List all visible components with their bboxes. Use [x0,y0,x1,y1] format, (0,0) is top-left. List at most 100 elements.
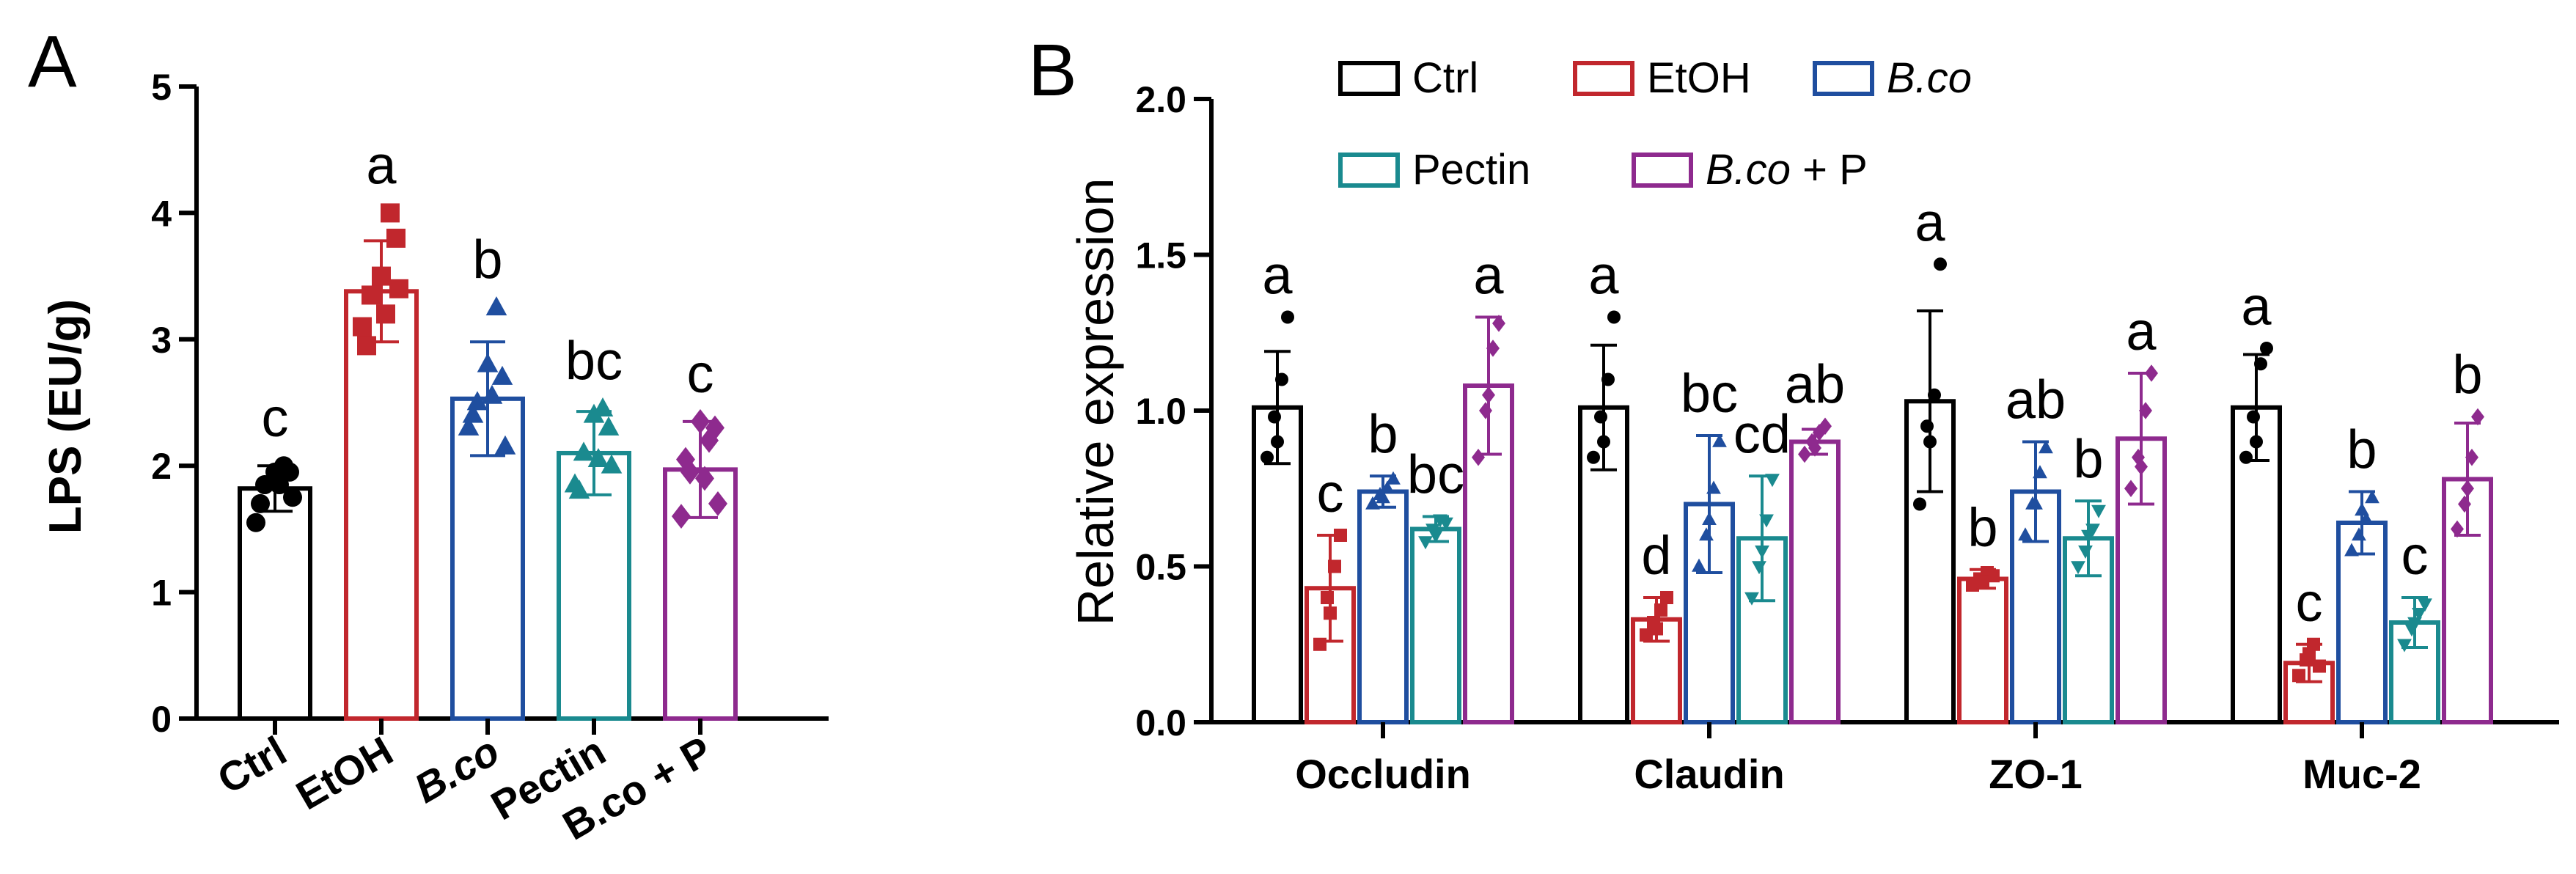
panel-b-significance-label: a [2126,301,2157,361]
panel-b-data-point [2418,598,2432,612]
panel-a-y-axis-title: LPS (EU/g) [40,299,91,534]
panel-a-data-point [255,475,274,495]
panel-a-data-point [357,336,376,356]
panel-b-data-point [2355,502,2369,516]
panel-b-significance-label: c [2296,572,2323,633]
panel-b-data-point [2028,496,2043,510]
panel-b-data-point [1271,435,1284,449]
panel-b-data-point [1692,558,1706,572]
panel-a-data-point [353,317,372,337]
panel-b-data-point [1920,419,1934,433]
panel-b-significance-label: bc [1681,363,1738,424]
panel-b-chart: 0.00.51.01.52.0acbbcaOccludinadbccdabCla… [1135,79,2559,797]
panel-b-data-point [2039,440,2053,454]
legend-swatch [1573,61,1634,96]
panel-a-bar [344,289,419,721]
panel-a-x-tick-label: EtOH [288,727,400,819]
panel-b-data-point [2091,504,2106,518]
panel-b-x-tick-label: ZO-1 [1989,751,2083,797]
panel-b-data-point [1660,591,1673,604]
panel-b-data-point [1328,559,1341,573]
panel-b-significance-label: bc [1407,444,1464,505]
panel-b-data-point [1928,388,1941,402]
panel-b-data-point [1472,449,1485,466]
panel-a-y-tick-label: 4 [151,193,172,234]
panel-b-data-point [2292,669,2305,683]
panel-a-data-point [587,447,609,467]
panel-b-significance-label: d [1641,525,1671,586]
panel-a-data-point [458,416,480,436]
panel-a-data-point [477,353,499,372]
panel-a-data-point [676,447,695,472]
panel-b-y-tick-label: 0.0 [1135,702,1186,743]
panel-b-data-point [1365,496,1380,510]
legend-label: Ctrl [1412,54,1478,102]
panel-a-data-point [381,203,400,223]
panel-b-bar [1410,526,1461,724]
panel-b-data-point [2451,520,2464,538]
legend-label: B.co + P [1706,146,1868,194]
panel-b-data-point [1386,471,1401,485]
panel-a-data-point [568,480,590,499]
panel-b-data-point [1808,439,1821,457]
panel-b-data-point [2461,480,2474,497]
panel-b-data-point [2071,561,2085,575]
panel-b-data-point [1913,497,1926,511]
panel-a-data-point [246,513,265,532]
panel-b-y-axis-title: Relative expression [1067,178,1124,626]
panel-b-data-point [2260,342,2273,355]
panel-b-bar [1957,576,2008,724]
panel-a-data-point [691,408,710,434]
panel-b-data-point [2465,449,2478,466]
panel-b-data-point [1654,603,1667,617]
panel-b-significance-label: a [1262,245,1293,306]
panel-b-data-point [2397,639,2412,653]
panel-b-data-point [2139,402,2152,419]
legend-swatch [1338,153,1400,188]
panel-b-y-tick-label: 1.0 [1135,391,1186,432]
panel-b-data-point [1923,435,1937,449]
panel-b-data-point [2412,608,2426,622]
panel-b-data-point [2359,511,2374,525]
legend-swatch [1338,61,1400,96]
panel-b-data-point [1334,529,1347,542]
panel-b-data-point [1934,257,1947,271]
panel-b-data-point [1439,517,1453,531]
panel-b-data-point [1755,546,1769,559]
panel-b-data-point [1587,450,1600,464]
panel-a-y-tick-label: 0 [151,699,172,740]
panel-a-data-point [362,285,381,305]
panel-b-data-point [1706,480,1721,494]
panel-b-data-point [1275,372,1288,386]
panel-a-data-point [270,475,289,495]
panel-b-data-point [1699,527,1714,541]
panel-a-significance-label: c [262,387,289,448]
panel-a-x-tick-label: Ctrl [210,727,294,803]
panel-b-data-point [1324,606,1337,620]
panel-b-significance-label: a [1915,191,1945,252]
panel-b-x-tick-label: Occludin [1295,751,1471,797]
panel-b-data-point [1986,569,2000,583]
panel-b-data-point [2239,450,2253,464]
panel-b-data-point [2018,527,2033,541]
panel-b-data-point [1744,592,1759,606]
legend-swatch [1813,61,1874,96]
panel-a-data-point [491,365,513,385]
panel-a-significance-label: bc [565,331,623,392]
panel-b-data-point [1752,561,1766,575]
legend-label: EtOH [1647,54,1751,102]
panel-b-data-point [1482,386,1495,404]
panel-b-data-point [1313,637,1326,651]
panel-b-data-point [2471,408,2484,426]
panel-b-legend: Ctrl EtOH B.co Pectin B.co + P [1338,54,1972,194]
panel-b-data-point [2081,529,2096,543]
panel-b-data-point [2352,527,2366,541]
panel-b-data-point [1268,410,1281,424]
panel-a-data-point [583,403,605,423]
panel-b-data-point [2124,480,2138,497]
panel-b-data-point [2078,546,2093,559]
panel-b-data-point [1486,339,1500,357]
panel-b-data-point [1321,591,1334,604]
panel-b-data-point [2145,364,2158,382]
panel-b-data-point [1380,480,1395,494]
